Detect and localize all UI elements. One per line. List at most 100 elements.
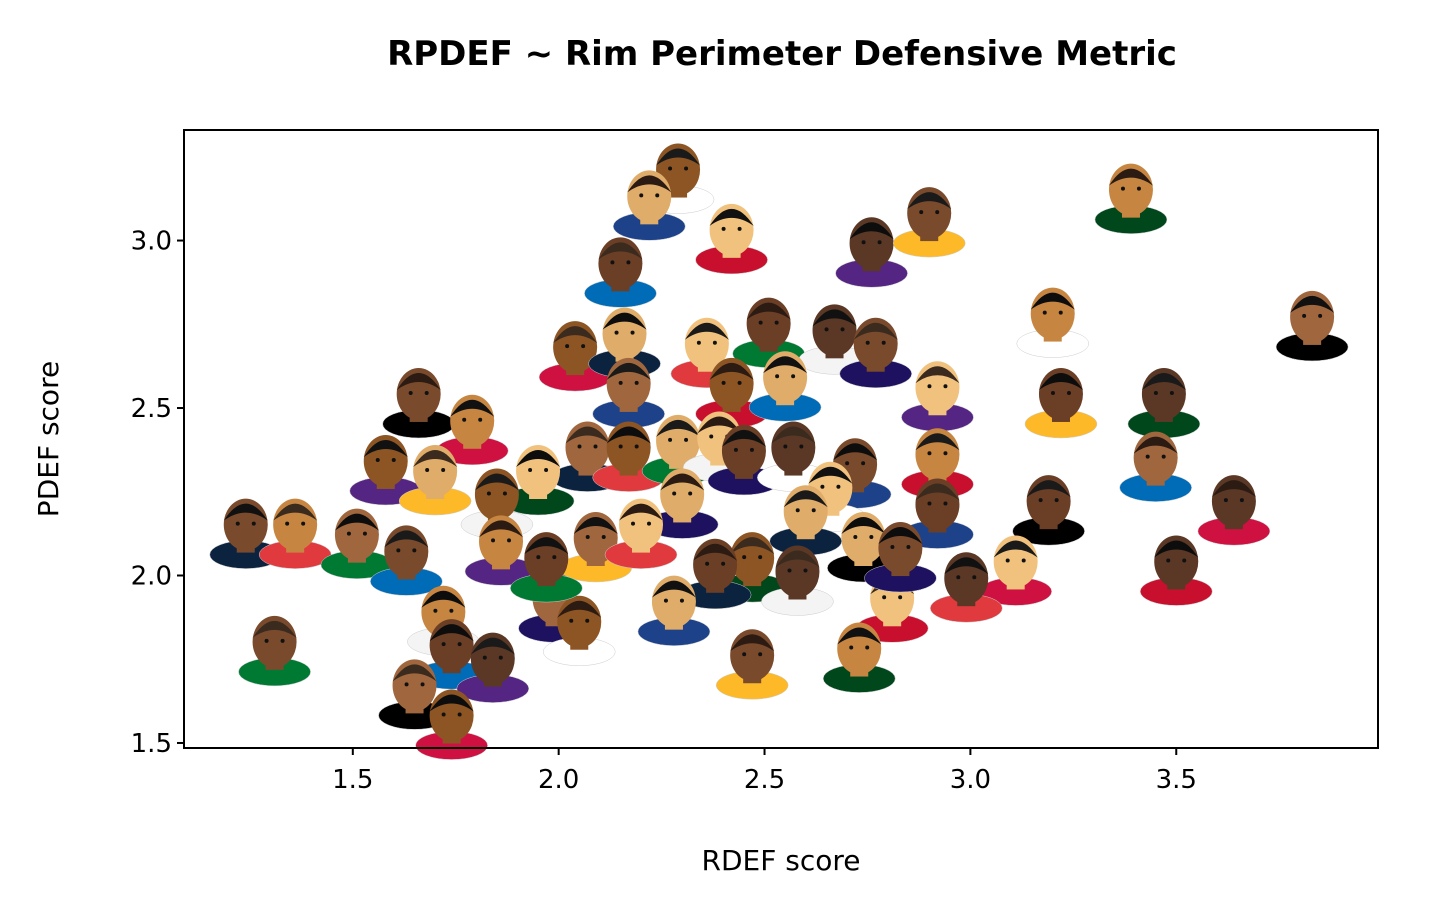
hair-shape [606,362,651,380]
eye-shape [1120,186,1125,191]
hair-shape [1133,436,1178,454]
eye-shape [861,461,866,466]
eye-shape [565,344,570,349]
hair-shape [524,537,569,555]
hair-shape [833,443,878,461]
eye-shape [507,538,512,543]
eye-shape [749,447,754,452]
y-tick-label: 2.0 [131,561,172,591]
eye-shape [1223,498,1228,503]
eye-shape [441,468,446,473]
eye-shape [1153,390,1158,395]
hair-shape [1038,372,1083,390]
player-headshot-point [864,522,937,593]
eye-shape [688,491,693,496]
y-tick-label: 3.0 [131,227,172,257]
eye-shape [927,501,932,506]
player-headshot-point [543,595,616,666]
y-tick-label: 1.5 [131,729,172,759]
eye-shape [639,193,644,198]
eye-shape [733,447,738,452]
player-headshot-point [1024,367,1098,439]
eye-shape [672,491,677,496]
eye-shape [425,468,430,473]
hair-shape [479,520,524,538]
hair-shape [915,433,960,451]
eye-shape [943,384,948,389]
eye-shape [1054,498,1059,503]
player-headshot-point [584,237,657,308]
eye-shape [869,535,874,539]
hair-shape [775,550,820,568]
eye-shape [1021,558,1026,563]
eye-shape [758,320,763,325]
hair-shape [709,362,754,380]
x-tick-label: 3.0 [950,765,991,795]
eye-shape [1239,498,1244,503]
hair-shape [1290,295,1335,313]
x-tick-label: 1.5 [332,765,373,795]
eye-shape [679,598,684,603]
hair-shape [993,540,1038,558]
eye-shape [577,444,582,449]
eye-shape [795,508,800,513]
hair-shape [273,503,318,521]
eye-shape [280,638,285,643]
eye-shape [803,568,808,573]
hair-shape [709,208,754,226]
eye-shape [927,384,932,389]
player-headshot-point [645,468,719,539]
eye-shape [655,193,660,198]
eye-shape [721,561,726,566]
hair-shape [693,543,738,561]
hair-shape [721,429,766,447]
player-headshot-point [1012,475,1085,546]
eye-shape [647,521,652,526]
eye-shape [684,437,689,442]
player-headshot-point [398,445,472,516]
hair-shape [812,309,857,327]
eye-shape [1136,186,1141,191]
eye-shape [956,575,961,580]
eye-shape [396,548,401,553]
hair-shape [1211,480,1256,498]
eye-shape [783,444,788,449]
eye-shape [441,642,446,647]
eye-shape [457,712,462,717]
player-headshot-point [761,545,834,616]
hair-shape [619,503,664,521]
eye-shape [849,645,854,650]
eye-shape [626,260,631,265]
eye-shape [1182,558,1187,563]
eye-shape [1042,310,1047,315]
hair-shape [1154,540,1199,558]
eye-shape [668,437,673,442]
hair-shape [853,322,898,340]
player-headshot-point [901,361,974,432]
eye-shape [1005,558,1010,563]
eye-shape [1318,313,1323,318]
player-headshot-point [349,434,422,506]
player-headshot-point [757,421,830,492]
player-headshot-point [1094,163,1168,234]
ticks-layer: 1.5 2.0 2.5 3.0 3.5 1.5 2.0 2.5 3.0 [131,227,1197,795]
player-headshot-point [258,498,332,569]
eye-shape [441,712,446,717]
eye-shape [462,417,467,422]
player-headshot-point [382,367,455,439]
eye-shape [877,240,882,245]
hair-shape [470,637,515,655]
player-headshot-point [822,622,896,693]
hair-shape [651,580,696,598]
hair-shape [841,517,886,534]
eye-shape [758,652,763,657]
eye-shape [861,240,866,245]
hair-shape [808,466,853,484]
eye-shape [264,638,269,643]
hair-shape [746,302,791,320]
eye-shape [391,457,396,462]
eye-shape [1166,558,1171,563]
eye-shape [663,598,668,603]
hair-shape [334,513,379,531]
eye-shape [593,444,598,449]
